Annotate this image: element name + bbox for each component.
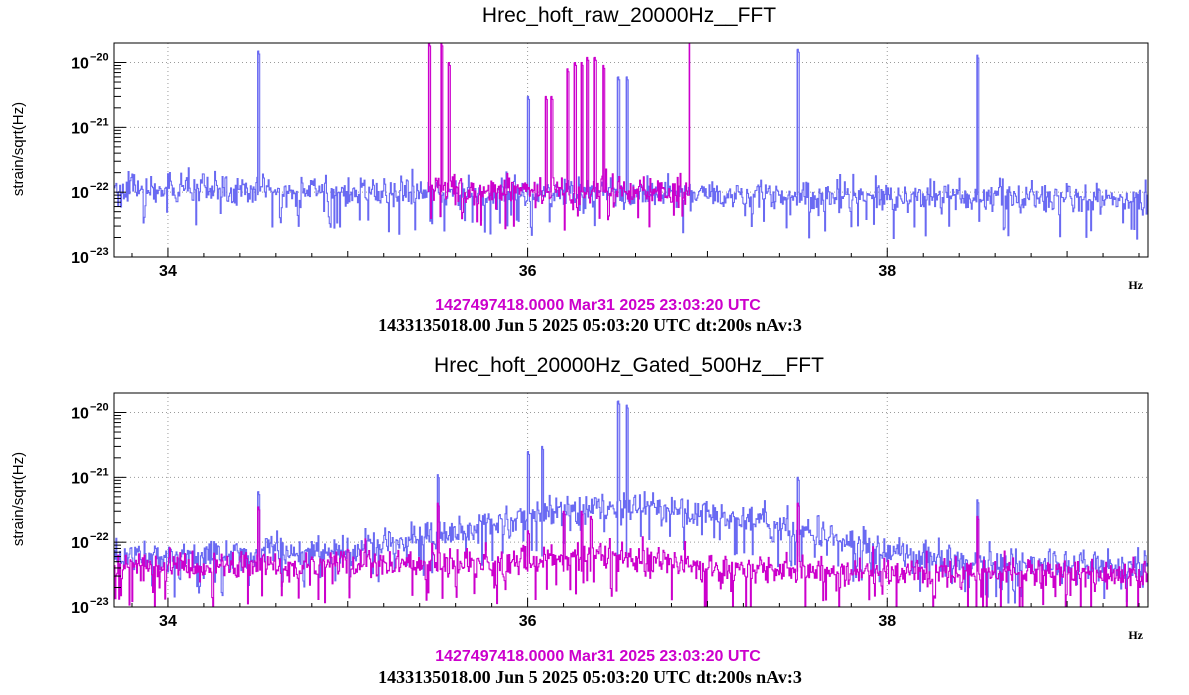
y-tick-label: 10 [71,535,89,552]
y-tick-label: 10 [71,185,89,202]
x-tick-label: 34 [159,263,177,280]
y-tick-label: 10 [71,120,89,137]
y-tick-label: 10 [71,470,89,487]
x-tick-label: 34 [159,613,177,630]
y-tick-exponent: −21 [90,116,109,128]
panel-title: Hrec_hoft_20000Hz_Gated_500Hz__FFT [434,354,824,377]
current-timestamp: 1433135018.00 Jun 5 2025 05:03:20 UTC dt… [378,315,802,335]
plot-frame [113,42,1149,258]
x-tick-label: 36 [519,613,537,630]
plot-frame [113,392,1149,608]
y-tick-exponent: −22 [90,531,109,543]
x-tick-label: 38 [878,613,896,630]
y-axis-label: strain/sqrt(Hz) [10,102,27,196]
y-tick-label: 10 [71,56,89,73]
reference-timestamp: 1427497418.0000 Mar31 2025 23:03:20 UTC [435,648,761,665]
y-tick-exponent: −23 [90,246,109,258]
x-axis-unit: Hz [1128,278,1143,292]
x-tick-label: 36 [519,263,537,280]
series-line-current [114,48,1148,240]
y-tick-exponent: −21 [90,466,109,478]
y-tick-label: 10 [71,250,89,267]
y-tick-exponent: −22 [90,181,109,193]
series-line-reference [114,502,1148,607]
x-tick-label: 38 [878,263,896,280]
y-tick-label: 10 [71,600,89,617]
series-line-reference [428,43,691,231]
y-axis-label: strain/sqrt(Hz) [10,452,27,546]
y-tick-exponent: −20 [90,52,109,64]
fft-panel-gated: Hrec_hoft_20000Hz_Gated_500Hz__FFT strai… [10,354,1149,687]
current-timestamp: 1433135018.00 Jun 5 2025 05:03:20 UTC dt… [378,667,802,687]
x-axis-unit: Hz [1128,628,1143,642]
series-line-current [114,400,1148,604]
y-tick-exponent: −20 [90,402,109,414]
y-tick-label: 10 [71,406,89,423]
fft-panel-raw: Hrec_hoft_raw_20000Hz__FFT strain/sqrt(H… [10,4,1149,335]
panel-title: Hrec_hoft_raw_20000Hz__FFT [482,4,776,27]
y-tick-exponent: −23 [90,596,109,608]
reference-timestamp: 1427497418.0000 Mar31 2025 23:03:20 UTC [435,297,761,314]
